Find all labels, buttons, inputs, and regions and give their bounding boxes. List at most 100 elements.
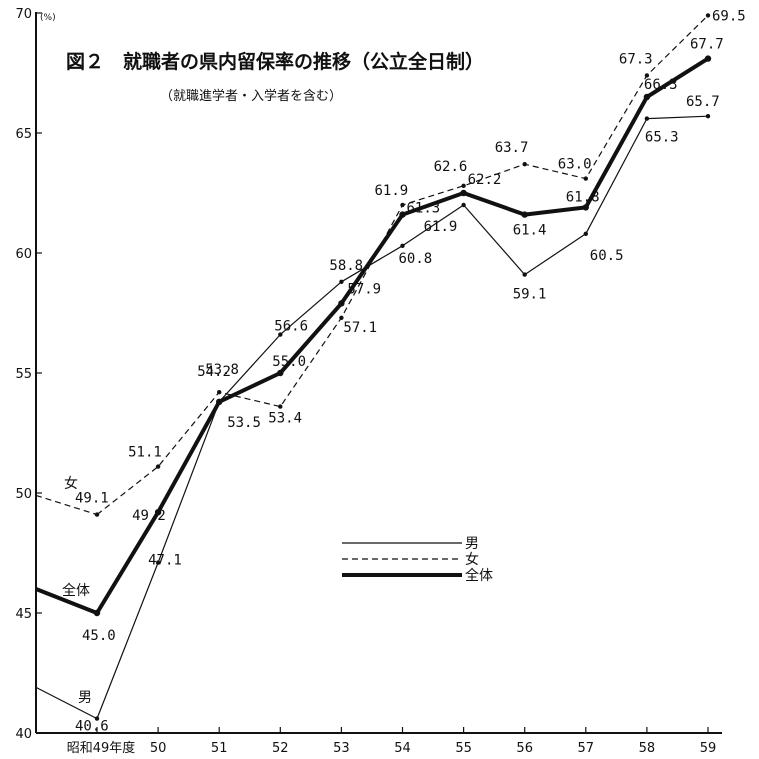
x-tick-label: 54: [394, 741, 411, 755]
data-label-male: 58.8: [329, 258, 363, 274]
series-layer: [35, 13, 712, 721]
data-label-male: 47.1: [148, 553, 182, 569]
data-point-total: [277, 369, 284, 377]
x-tick-label: 56: [516, 741, 533, 755]
data-label-total: 62.2: [468, 172, 502, 188]
y-ticks: 40 45 50 55 60 65 70: [15, 7, 42, 742]
legend-label-female: 女: [465, 551, 479, 568]
data-point-female: [705, 13, 711, 18]
series-lead-total: [35, 587, 98, 615]
data-label-male: 60.5: [590, 248, 624, 264]
data-label-female: 62.6: [434, 159, 468, 175]
series-line-total: [95, 56, 710, 615]
data-label-total: 49.2: [132, 508, 166, 524]
y-tick-label: 40: [15, 727, 32, 742]
data-label-female: 49.1: [75, 491, 109, 507]
data-label-female: 57.1: [343, 320, 377, 336]
data-label-female: 63.7: [495, 140, 529, 156]
data-point-male: [705, 114, 711, 119]
data-point-total: [704, 55, 712, 62]
data-label-total: 61.3: [407, 201, 441, 217]
data-point-total: [216, 398, 223, 405]
data-point-male: [94, 716, 100, 721]
chart-title: 図２ 就職者の県内留保率の推移（公立全日制）: [66, 50, 484, 73]
data-point-total: [521, 211, 528, 218]
data-label-total: 66.3: [644, 77, 678, 93]
data-point-male: [522, 272, 527, 277]
series-tag-female: 女: [64, 475, 78, 492]
data-label-total: 67.7: [690, 37, 724, 53]
data-label-total: 45.0: [82, 628, 116, 644]
data-point-male: [339, 279, 344, 284]
data-label-male: 59.1: [513, 287, 547, 303]
data-point-male: [155, 560, 161, 565]
y-tick-label: 50: [15, 487, 32, 502]
data-point-total: [643, 93, 651, 101]
series-tag-male: 男: [78, 690, 92, 706]
data-label-total: 61.4: [513, 223, 547, 239]
data-point-male: [461, 202, 466, 208]
data-label-female: 61.9: [375, 183, 409, 199]
data-point-total: [399, 211, 406, 218]
y-tick-label: 65: [15, 127, 32, 142]
series-tags: 女 全体 男: [62, 475, 92, 706]
data-point-female: [217, 390, 222, 395]
data-label-male: 65.3: [645, 130, 679, 146]
data-point-male: [644, 116, 650, 121]
y-unit-label: (%): [40, 13, 56, 23]
data-point-total: [93, 609, 101, 617]
x-tick-label: 50: [150, 741, 167, 755]
axes: (%): [35, 12, 722, 734]
data-label-male: 53.8: [205, 362, 239, 378]
data-point-total: [154, 509, 162, 516]
data-label-total: 53.5: [227, 415, 261, 431]
legend-label-male: 男: [465, 536, 479, 552]
data-label-female: 69.5: [712, 8, 746, 24]
data-point-total: [460, 189, 467, 197]
x-tick-label: 58: [639, 741, 656, 755]
data-label-male: 40.6: [75, 719, 109, 735]
data-label-female: 51.1: [128, 445, 162, 461]
chart-heading: 図２ 就職者の県内留保率の推移（公立全日制） （就職進学者・入学者を含む）: [66, 50, 484, 104]
x-ticks: 昭和49年度 50 51 52 53 54 55 56 57 58 59: [67, 727, 717, 756]
data-point-female: [400, 202, 405, 208]
data-point-male: [583, 231, 588, 236]
data-point-total: [582, 204, 589, 211]
data-label-male: 56.6: [274, 319, 308, 335]
y-tick-label: 55: [15, 367, 32, 382]
data-label-male: 65.7: [686, 94, 720, 110]
data-point-female: [155, 464, 161, 469]
data-point-female: [461, 183, 466, 188]
data-point-total: [338, 300, 345, 307]
data-label-female: 53.4: [268, 411, 302, 427]
data-point-female: [339, 315, 344, 320]
y-tick-label: 60: [15, 247, 32, 262]
data-label-male: 61.9: [424, 219, 458, 235]
x-tick-label: 昭和49年度: [67, 740, 136, 755]
data-label-total: 61.8: [566, 189, 600, 205]
data-point-female: [94, 512, 100, 517]
series-lead-female: [35, 494, 98, 516]
data-point-female: [644, 73, 650, 78]
x-tick-label: 57: [578, 741, 595, 755]
series-lead-male: [35, 686, 98, 720]
data-label-female: 67.3: [619, 51, 653, 67]
x-tick-label: 55: [455, 741, 472, 755]
chart-subtitle: （就職進学者・入学者を含む）: [160, 88, 342, 104]
data-label-total: 57.9: [347, 281, 381, 297]
x-tick-label: 51: [211, 741, 228, 755]
data-point-male: [278, 332, 283, 337]
data-point-female: [522, 162, 527, 167]
data-point-female: [278, 404, 283, 409]
y-tick-label: 45: [15, 607, 32, 622]
x-tick-label: 53: [333, 741, 350, 755]
data-point-female: [583, 176, 588, 181]
legend-label-total: 全体: [465, 567, 493, 584]
data-label-female: 54.2: [197, 364, 231, 380]
x-tick-label: 52: [272, 741, 289, 755]
data-label-female: 63.0: [558, 157, 592, 173]
x-tick-label: 59: [700, 741, 717, 755]
y-tick-label: 70: [15, 7, 32, 22]
